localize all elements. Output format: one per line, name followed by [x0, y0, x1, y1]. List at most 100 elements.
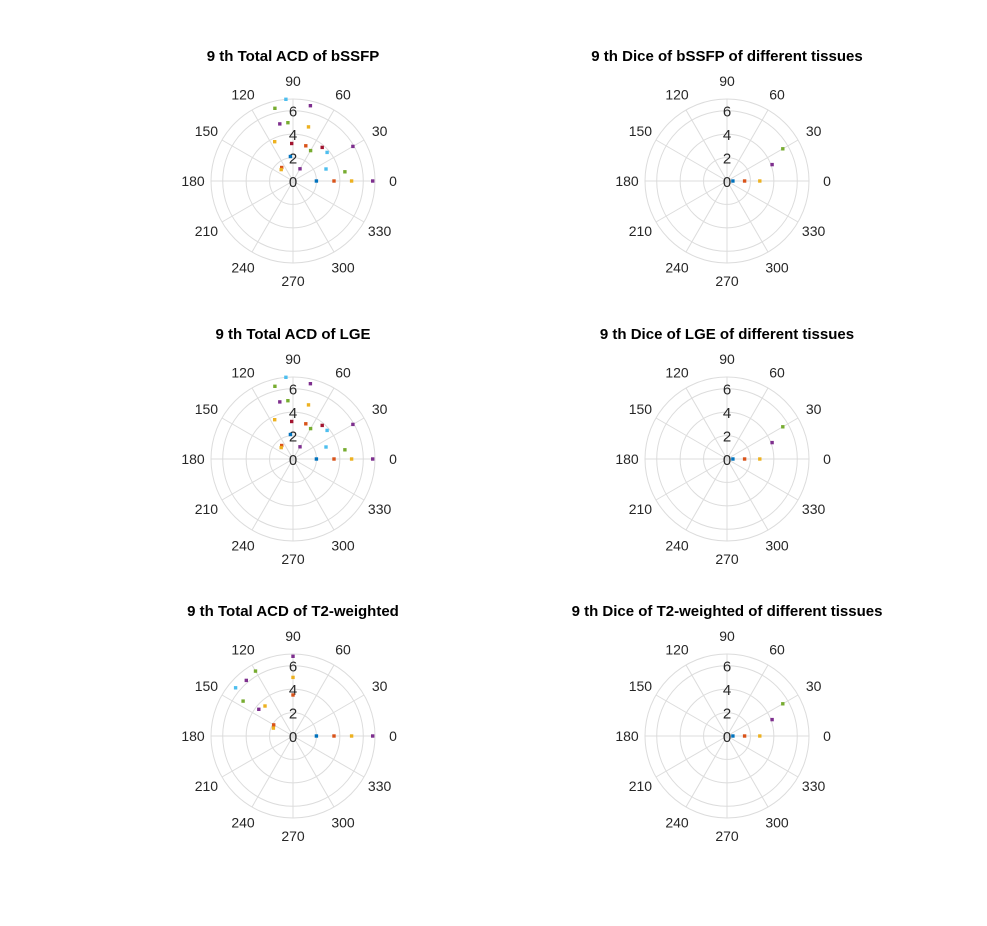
data-point	[257, 707, 261, 711]
r-tick-label: 0	[289, 174, 297, 191]
theta-tick-label: 60	[335, 641, 351, 657]
theta-tick-label: 210	[195, 778, 219, 794]
r-tick-label: 2	[289, 706, 297, 723]
data-point	[325, 150, 329, 155]
theta-tick-label: 0	[823, 728, 831, 744]
theta-tick-label: 30	[372, 401, 388, 417]
data-points	[731, 425, 785, 461]
theta-tick-label: 240	[231, 815, 255, 831]
data-point	[291, 675, 295, 680]
theta-tick-label: 0	[389, 451, 397, 467]
theta-tick-label: 210	[195, 223, 219, 239]
r-tick-label: 4	[723, 682, 731, 699]
theta-tick-label: 270	[715, 551, 739, 567]
data-point	[742, 457, 747, 461]
theta-gridline	[726, 180, 799, 223]
data-point	[298, 445, 302, 449]
r-tick-label: 4	[723, 405, 731, 422]
data-point	[324, 445, 328, 449]
r-tick-label: 0	[723, 174, 731, 191]
theta-gridline	[221, 139, 294, 182]
theta-gridline	[726, 458, 769, 531]
theta-tick-label: 270	[715, 828, 739, 844]
data-points	[731, 147, 785, 183]
data-point	[770, 717, 774, 722]
data-points	[273, 375, 375, 461]
theta-tick-label: 120	[231, 86, 255, 102]
plot-title: 9 th Total ACD of LGE	[216, 326, 371, 343]
data-point	[320, 423, 324, 428]
theta-gridline	[292, 458, 335, 531]
theta-tick-label: 210	[629, 778, 653, 794]
data-point	[291, 654, 295, 658]
theta-gridline	[221, 180, 294, 223]
theta-gridline	[726, 417, 799, 460]
theta-tick-label: 240	[665, 260, 689, 276]
r-tick-label: 2	[289, 151, 297, 168]
data-point	[742, 179, 747, 183]
data-point	[304, 422, 308, 426]
theta-gridline	[685, 735, 728, 808]
data-point	[286, 399, 290, 403]
theta-tick-label: 300	[765, 260, 789, 276]
data-point	[233, 686, 238, 690]
theta-tick-label: 120	[665, 364, 689, 380]
theta-gridline	[251, 387, 294, 460]
data-point	[286, 121, 290, 125]
data-point	[742, 734, 747, 738]
r-gridline	[245, 133, 341, 229]
theta-gridline	[685, 387, 728, 460]
theta-tick-label: 330	[802, 223, 826, 239]
theta-gridline	[726, 694, 799, 737]
data-point	[308, 148, 313, 153]
data-point	[290, 141, 294, 146]
data-points	[273, 97, 375, 183]
data-point	[280, 443, 284, 448]
r-gridline	[245, 688, 341, 784]
polar-grid	[210, 376, 376, 542]
theta-gridline	[221, 458, 294, 501]
theta-tick-label: 150	[195, 401, 219, 417]
data-point	[371, 457, 375, 461]
data-point	[263, 704, 267, 708]
data-point	[273, 106, 277, 110]
data-point	[291, 693, 295, 697]
theta-gridline	[292, 735, 335, 808]
data-point	[320, 145, 324, 150]
theta-tick-label: 90	[285, 628, 301, 644]
theta-tick-label: 90	[285, 73, 301, 89]
theta-tick-label: 90	[719, 351, 735, 367]
data-point	[298, 167, 302, 171]
plot-title: 9 th Total ACD of T2-weighted	[187, 603, 399, 620]
data-point	[288, 432, 293, 437]
theta-tick-label: 270	[715, 273, 739, 289]
polar-plot-t2-dice: 9 th Dice of T2-weighted of different ti…	[572, 603, 883, 844]
theta-gridline	[685, 180, 728, 253]
polar-grid	[210, 98, 376, 264]
theta-gridline	[292, 664, 335, 737]
theta-gridline	[726, 180, 769, 253]
data-point	[349, 734, 354, 738]
r-tick-label: 4	[289, 405, 297, 422]
data-point	[273, 418, 277, 422]
r-tick-label: 6	[723, 382, 731, 399]
theta-gridline	[655, 180, 728, 223]
theta-tick-label: 60	[769, 86, 785, 102]
theta-tick-label: 330	[368, 223, 392, 239]
r-tick-label: 6	[723, 659, 731, 676]
theta-tick-label: 330	[368, 501, 392, 517]
theta-tick-label: 150	[195, 678, 219, 694]
r-tick-label: 6	[289, 659, 297, 676]
polar-plot-lge-acd: 9 th Total ACD of LGE 030609012015018021…	[181, 326, 397, 567]
r-tick-label: 0	[289, 729, 297, 746]
theta-tick-label: 30	[372, 678, 388, 694]
theta-tick-label: 30	[806, 123, 822, 139]
theta-gridline	[655, 417, 728, 460]
r-tick-label: 6	[723, 104, 731, 121]
data-point	[349, 179, 354, 183]
data-point	[781, 702, 785, 706]
r-gridline	[222, 388, 364, 530]
data-point	[308, 382, 313, 386]
outer-ring	[644, 376, 810, 542]
data-point	[349, 457, 354, 461]
